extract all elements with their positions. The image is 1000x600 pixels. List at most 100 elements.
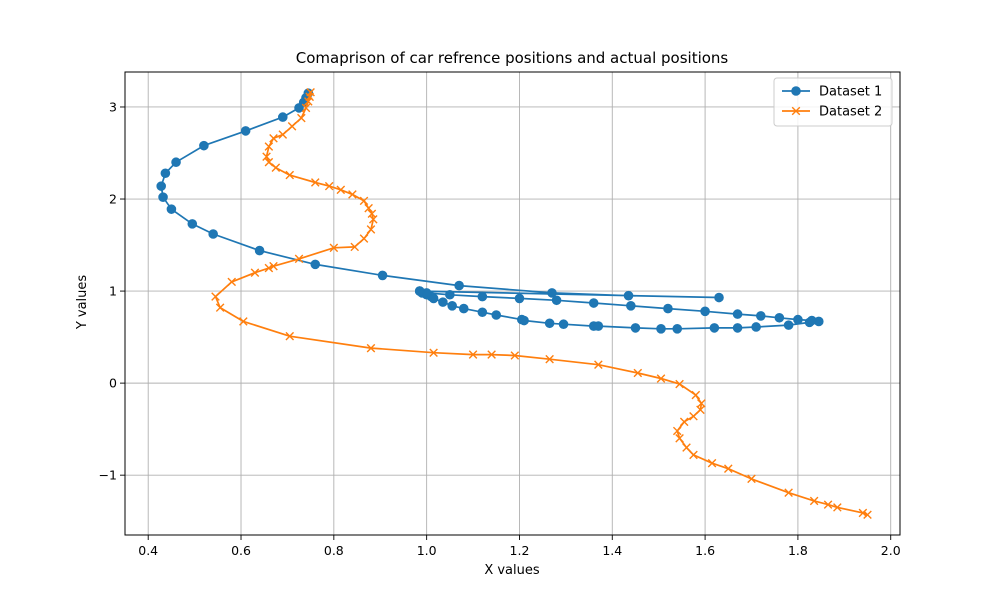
data-point — [294, 254, 304, 264]
data-point — [350, 242, 360, 252]
data-point — [626, 301, 636, 311]
data-point — [187, 219, 198, 229]
legend-swatch-marker — [791, 86, 801, 96]
x-tick-label: 1.2 — [510, 543, 530, 558]
data-point — [672, 324, 683, 334]
data-point — [545, 354, 554, 364]
data-point — [160, 168, 171, 179]
data-point — [278, 130, 288, 139]
data-point — [783, 320, 794, 330]
data-point — [689, 450, 698, 460]
data-point — [414, 286, 425, 296]
data-point — [630, 323, 641, 333]
data-point — [656, 374, 666, 383]
data-point — [755, 311, 766, 321]
data-point — [329, 243, 339, 253]
legend-label: Dataset 1 — [819, 85, 882, 100]
data-point — [211, 292, 220, 301]
data-point — [672, 426, 682, 436]
data-point — [663, 303, 673, 314]
data-point — [368, 214, 378, 224]
data-point — [227, 277, 237, 287]
legend-box — [773, 77, 893, 127]
data-point — [166, 204, 177, 214]
x-tick-label: 1.8 — [788, 543, 808, 558]
x-tick-label: 1.4 — [602, 543, 622, 558]
x-tick-label: 0.4 — [138, 543, 158, 558]
data-point — [714, 292, 724, 303]
data-point — [324, 181, 334, 191]
data-point — [468, 350, 478, 359]
data-point — [833, 503, 842, 512]
data-point — [679, 417, 689, 427]
data-point — [751, 322, 761, 332]
data-point — [858, 508, 868, 518]
data-point — [863, 510, 872, 520]
data-point — [171, 157, 181, 168]
series-layer — [156, 87, 872, 520]
data-point — [454, 280, 464, 291]
data-point — [156, 181, 166, 191]
data-point — [277, 112, 288, 122]
data-point — [774, 312, 785, 323]
data-point — [514, 293, 525, 304]
y-tick-label: 0 — [109, 376, 117, 391]
plot-frame — [124, 71, 901, 536]
data-point — [310, 259, 321, 270]
data-point — [364, 203, 373, 213]
data-point — [707, 458, 717, 468]
data-point — [691, 390, 701, 400]
x-tick-label: 2.0 — [881, 543, 901, 558]
data-point — [336, 185, 346, 195]
data-point — [366, 343, 376, 353]
data-point — [709, 323, 720, 333]
data-point — [428, 293, 439, 304]
data-point — [445, 289, 455, 300]
data-point — [254, 245, 265, 256]
data-point — [348, 190, 357, 199]
data-point — [285, 170, 295, 180]
data-point — [458, 303, 469, 314]
data-point — [366, 225, 376, 234]
data-point — [732, 323, 743, 333]
data-point — [732, 309, 743, 319]
data-point — [310, 178, 320, 187]
data-point — [208, 229, 218, 239]
data-point — [377, 270, 388, 281]
data-point — [487, 350, 496, 359]
legend-item: Dataset 2 — [782, 105, 882, 120]
data-point — [285, 331, 295, 341]
data-point — [269, 261, 278, 271]
data-point — [297, 113, 306, 123]
legend-swatch-marker — [791, 106, 801, 116]
x-axis-label: X values — [484, 563, 540, 578]
data-point — [477, 291, 488, 302]
data-point — [304, 97, 313, 106]
series-1 — [156, 88, 824, 334]
data-point — [359, 196, 369, 206]
data-point — [623, 290, 634, 301]
data-point — [158, 192, 168, 202]
data-point — [747, 474, 756, 484]
data-point — [696, 405, 705, 415]
data-point — [491, 310, 502, 320]
chart-title: Comaprison of car refrence positions and… — [296, 49, 729, 67]
y-tick-label: 3 — [109, 99, 117, 114]
y-tick-label: 2 — [109, 192, 117, 207]
data-point — [689, 411, 698, 421]
data-point — [477, 307, 488, 318]
data-point — [551, 295, 562, 306]
data-point — [240, 126, 251, 136]
data-point — [700, 306, 710, 317]
data-point — [519, 315, 529, 326]
data-point — [269, 133, 278, 143]
y-axis-label: Y values — [75, 275, 90, 331]
y-tick-label: 1 — [109, 284, 117, 299]
data-point — [215, 303, 225, 312]
data-point — [287, 122, 297, 131]
x-tick-label: 0.6 — [231, 543, 251, 558]
data-point — [264, 142, 274, 151]
data-point — [723, 464, 733, 474]
data-point — [544, 318, 555, 329]
